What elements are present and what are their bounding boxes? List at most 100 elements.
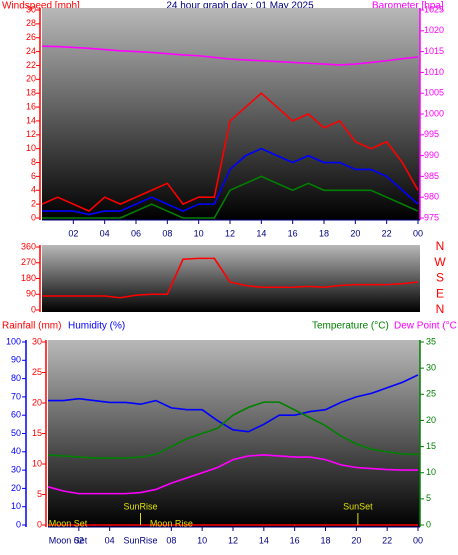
x-tick-label: 14 — [259, 535, 269, 545]
axis-event-label: Moon Set — [49, 535, 88, 545]
y-tick-label: 6 — [31, 171, 36, 181]
y-tick-label: 8 — [31, 157, 36, 167]
y-tick-label: 1020 — [424, 25, 444, 35]
y-tick-label: 0 — [31, 304, 36, 314]
y-tick-label: 0 — [16, 519, 21, 529]
x-tick-label: 16 — [288, 228, 298, 238]
y-tick-label: 30 — [26, 4, 36, 14]
y-tick-label: 5 — [426, 493, 431, 503]
x-tick-label: 08 — [162, 228, 172, 238]
event-label: SunSet — [343, 501, 373, 511]
y-tick-label: 1005 — [424, 88, 444, 98]
x-tick-label: 10 — [197, 535, 207, 545]
y-tick-label: 180 — [21, 273, 36, 283]
y-tick-label: 22 — [26, 60, 36, 70]
y-tick-label: 16 — [26, 101, 36, 111]
x-tick-label: 18 — [320, 535, 330, 545]
y-tick-label: 4 — [31, 185, 36, 195]
y-tick-label: 26 — [26, 32, 36, 42]
data-line — [42, 175, 419, 219]
y-tick-label: 0 — [426, 519, 431, 529]
data-line — [42, 147, 419, 216]
x-tick-label: 12 — [228, 535, 238, 545]
y-tick-label: 1025 — [424, 4, 444, 14]
x-tick-label: 14 — [256, 228, 266, 238]
data-line — [42, 257, 419, 299]
y-tick-label: 12 — [26, 129, 36, 139]
x-tick-label: 16 — [290, 535, 300, 545]
y-tick-label: 90 — [11, 355, 21, 365]
y-tick-label: S — [436, 271, 444, 285]
y-tick-label: 1000 — [424, 108, 444, 118]
y-tick-label: W — [434, 255, 446, 269]
y-tick-label: 24 — [26, 46, 36, 56]
x-tick-label: 10 — [194, 228, 204, 238]
y-tick-label: 975 — [424, 212, 439, 222]
y-tick-label: 20 — [32, 397, 42, 407]
y-tick-label: 360 — [21, 241, 36, 251]
x-tick-label: 02 — [68, 228, 78, 238]
y-tick-label: 28 — [26, 18, 36, 28]
y-tick-label: 990 — [424, 150, 439, 160]
y-tick-label: 0 — [31, 212, 36, 222]
x-tick-label: 20 — [351, 535, 361, 545]
y-tick-label: 15 — [426, 441, 436, 451]
y-tick-label: 10 — [426, 467, 436, 477]
plot-background — [48, 340, 420, 527]
y-tick-label: 20 — [11, 483, 21, 493]
x-tick-label: 22 — [382, 228, 392, 238]
y-tick-label: 20 — [426, 415, 436, 425]
y-tick-label: 10 — [26, 143, 36, 153]
data-line — [47, 401, 419, 459]
y-tick-label: 10 — [32, 458, 42, 468]
data-line — [41, 92, 419, 213]
data-line — [47, 454, 418, 495]
series-name: Rainfall (mm) — [2, 321, 61, 332]
y-tick-label: 18 — [26, 88, 36, 98]
x-tick-label: 04 — [105, 535, 115, 545]
data-line — [41, 45, 419, 66]
chart-title: 24 hour graph day : 01 May 2025 — [166, 1, 314, 12]
y-tick-label: 20 — [26, 74, 36, 84]
y-tick-label: 0 — [37, 519, 42, 529]
y-tick-label: 35 — [426, 336, 436, 346]
event-label: Moon Rise — [150, 518, 193, 528]
y2-axis-label: Barometer [hpa] — [372, 1, 444, 12]
plot-background — [42, 8, 420, 220]
y-tick-label: 995 — [424, 129, 439, 139]
x-tick-label: 04 — [100, 228, 110, 238]
y-tick-label: E — [436, 286, 444, 300]
x-tick-label: 18 — [319, 228, 329, 238]
y-tick-label: 25 — [426, 389, 436, 399]
y-tick-label: 25 — [32, 367, 42, 377]
y-tick-label: 1010 — [424, 67, 444, 77]
y-tick-label: 15 — [32, 428, 42, 438]
x-tick-label: 20 — [350, 228, 360, 238]
y-axis-label: Windspeed [mph] — [2, 1, 80, 12]
x-tick-label: 12 — [225, 228, 235, 238]
series-name: Temperature (°C) — [312, 321, 389, 332]
y-tick-label: 2 — [31, 199, 36, 209]
x-tick-label: 06 — [131, 228, 141, 238]
x-tick-label: 00 — [413, 535, 423, 545]
x-tick-label: 22 — [382, 535, 392, 545]
plot-background — [42, 245, 420, 312]
y-tick-label: 60 — [11, 410, 21, 420]
y-tick-label: 30 — [11, 464, 21, 474]
y-tick-label: N — [436, 302, 445, 316]
series-name: Humidity (%) — [68, 321, 125, 332]
y-tick-label: 100 — [6, 336, 21, 346]
y-tick-label: N — [436, 239, 445, 253]
y-tick-label: 30 — [426, 363, 436, 373]
y-tick-label: 40 — [11, 446, 21, 456]
axis-event-label: SunRise — [123, 535, 157, 545]
y-tick-label: 10 — [11, 501, 21, 511]
event-label: Moon Set — [49, 518, 88, 528]
y-tick-label: 80 — [11, 373, 21, 383]
series-name: Dew Point (°C — [394, 321, 457, 332]
data-line — [48, 374, 419, 433]
y-tick-label: 270 — [21, 257, 36, 267]
y-tick-label: 5 — [37, 489, 42, 499]
x-tick-label: 02 — [74, 535, 84, 545]
